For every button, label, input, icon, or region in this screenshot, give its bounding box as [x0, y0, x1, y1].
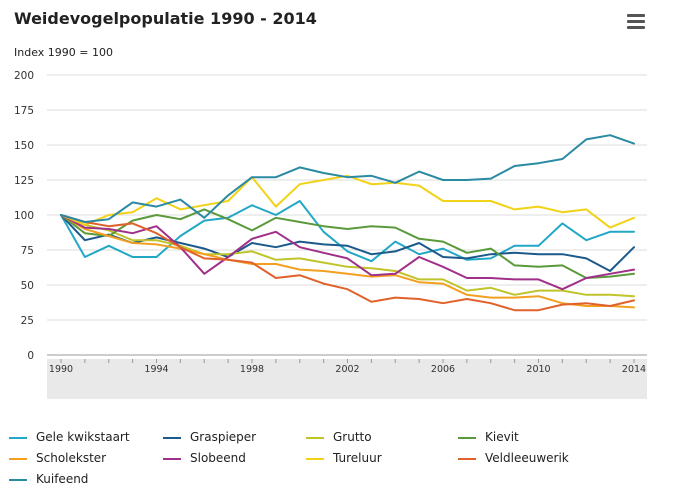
legend-swatch	[9, 457, 27, 460]
x-tick-label: 2006	[431, 364, 455, 375]
series-line-graspieper[interactable]	[60, 214, 635, 272]
series-line-kuifeend[interactable]	[60, 134, 635, 223]
legend-label: Grutto	[333, 430, 372, 444]
legend-swatch	[163, 436, 181, 439]
series-line-slobeend[interactable]	[60, 214, 635, 291]
legend-item-kievit[interactable]: Kievit	[458, 430, 519, 444]
series-line-veldleeuwerik[interactable]	[60, 214, 635, 312]
legend-swatch	[458, 457, 476, 460]
series-line-grutto[interactable]	[60, 214, 635, 298]
legend: Gele kwikstaart Graspieper Grutto Kievit Sch…	[0, 428, 673, 500]
navigator-band[interactable]	[47, 359, 647, 399]
y-tick-label: 25	[21, 315, 34, 327]
legend-label: Scholekster	[36, 451, 107, 465]
series-line-kievit[interactable]	[60, 208, 635, 279]
legend-swatch	[306, 457, 324, 460]
legend-swatch	[458, 436, 476, 439]
legend-swatch	[306, 436, 324, 439]
legend-label: Slobeend	[190, 451, 246, 465]
legend-swatch	[9, 436, 27, 439]
y-tick-label: 50	[21, 280, 34, 292]
x-tick-label: 1990	[49, 364, 73, 375]
y-tick-label: 75	[21, 245, 34, 257]
chart-title: Weidevogelpopulatie 1990 - 2014	[14, 9, 317, 28]
legend-item-veldleeuwerik[interactable]: Veldleeuwerik	[458, 451, 569, 465]
series-line-tureluur[interactable]	[60, 174, 635, 229]
y-tick-label: 175	[14, 105, 34, 117]
legend-swatch	[163, 457, 181, 460]
legend-item-scholekster[interactable]: Scholekster	[9, 451, 106, 465]
legend-item-kuifeend[interactable]: Kuifeend	[9, 472, 88, 486]
x-tick-label: 2010	[526, 364, 550, 375]
legend-item-grutto[interactable]: Grutto	[306, 430, 372, 444]
y-tick-label: 0	[27, 350, 34, 362]
legend-item-slobeend[interactable]: Slobeend	[163, 451, 246, 465]
y-tick-label: 125	[14, 175, 34, 187]
line-chart: 0 25 50 75 100 125 150 175 200 1990 1994 1998 2002 2…	[14, 70, 647, 399]
legend-label: Graspieper	[190, 430, 257, 444]
legend-label: Kievit	[485, 430, 519, 444]
legend-label: Veldleeuwerik	[485, 451, 569, 465]
legend-item-graspieper[interactable]: Graspieper	[163, 430, 256, 444]
legend-label: Kuifeend	[36, 472, 89, 486]
y-grid	[47, 74, 647, 356]
x-tick-label: 1998	[240, 364, 264, 375]
x-tick-label: 1994	[144, 364, 168, 375]
y-tick-label: 200	[14, 70, 34, 82]
y-tick-label: 150	[14, 140, 34, 152]
series-line-scholekster[interactable]	[60, 214, 635, 309]
legend-label: Tureluur	[333, 451, 382, 465]
legend-label: Gele kwikstaart	[36, 430, 130, 444]
x-tick-label: 2002	[335, 364, 359, 375]
x-tick-labels: 1990 1994 1998 2002 2006 2010 2014	[49, 359, 646, 375]
series-line-gele-kwikstaart[interactable]	[60, 200, 635, 263]
y-tick-labels: 0 25 50 75 100 125 150 175 200	[14, 70, 34, 362]
axis-unit-label: Index 1990 = 100	[14, 46, 113, 59]
legend-swatch	[9, 478, 27, 481]
y-tick-label: 100	[14, 210, 34, 222]
legend-item-tureluur[interactable]: Tureluur	[306, 451, 382, 465]
series-lines	[60, 134, 635, 312]
legend-item-gele-kwikstaart[interactable]: Gele kwikstaart	[9, 430, 130, 444]
hamburger-menu-icon[interactable]	[627, 14, 645, 30]
x-tick-label: 2014	[622, 364, 646, 375]
